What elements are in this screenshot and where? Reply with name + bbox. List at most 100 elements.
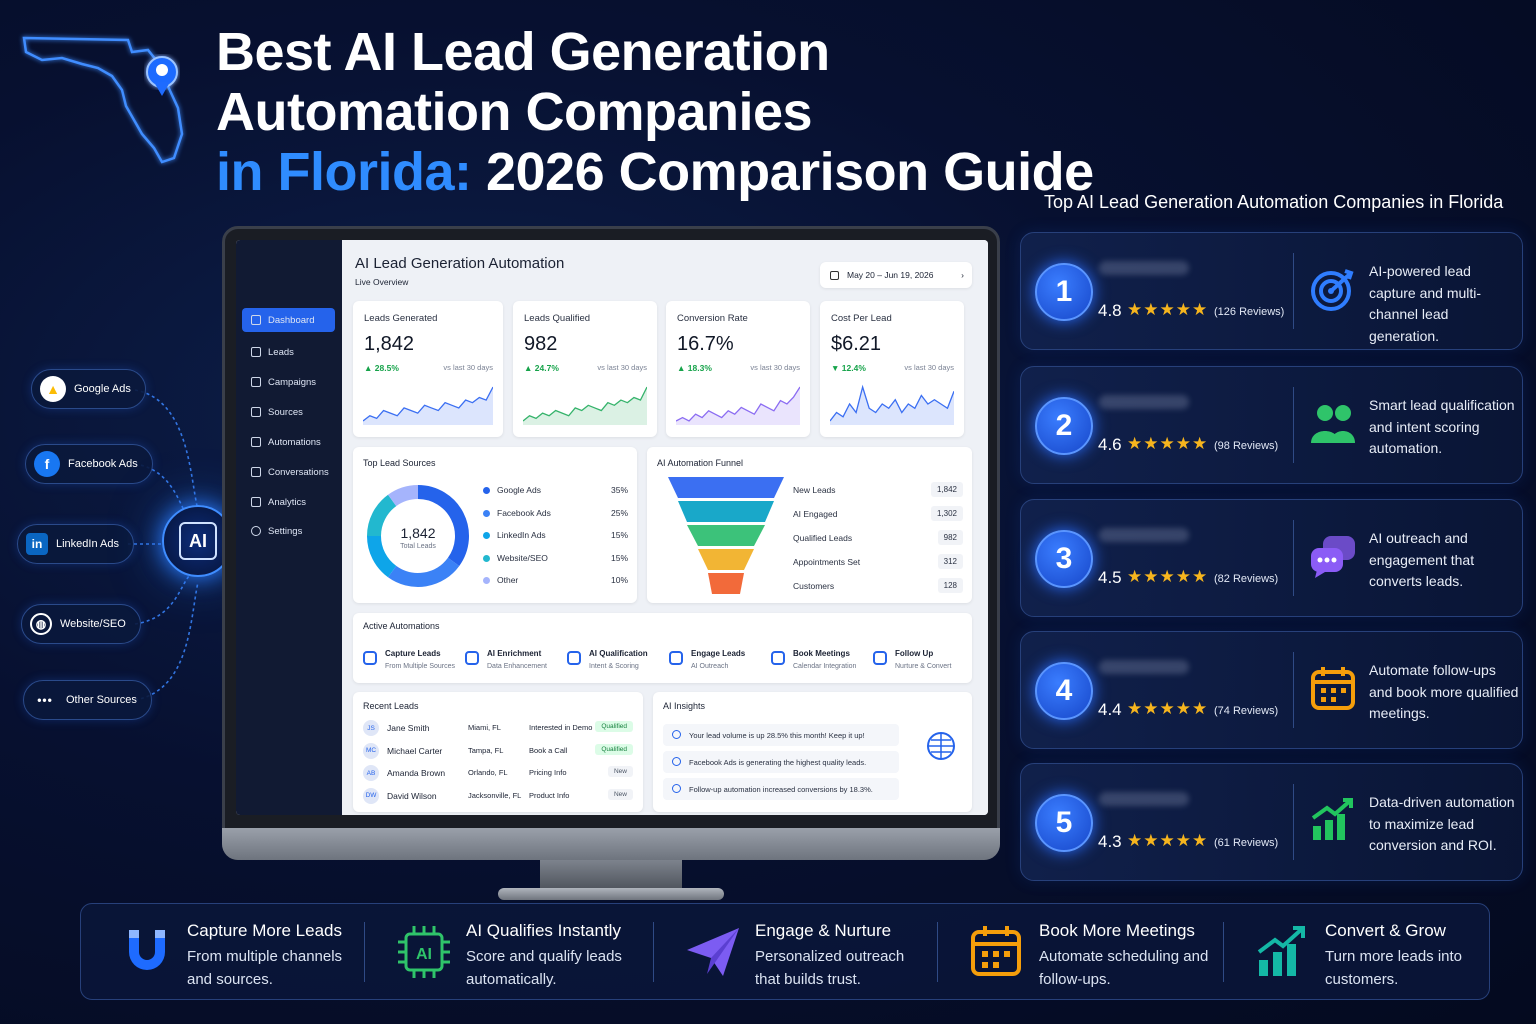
ai-hub-label: AI bbox=[189, 530, 207, 551]
card-title: Top Lead Sources bbox=[363, 458, 436, 468]
chevron-right-icon[interactable]: › bbox=[961, 270, 964, 280]
funnel-row: New Leads 1,842 bbox=[793, 482, 963, 497]
nav-label: Conversations bbox=[268, 466, 329, 478]
funnel-stage-name: New Leads bbox=[793, 485, 836, 495]
status-badge: Qualified bbox=[595, 721, 633, 732]
dashboard-screen: Dashboard Leads Campaigns Sources Automa… bbox=[236, 240, 988, 815]
table-row[interactable]: MC Michael Carter Tampa, FL Book a Call Qual… bbox=[363, 741, 633, 761]
ranking-card[interactable]: 2 4.6 ★★★★★ (98 Reviews) Smart lead qualific… bbox=[1020, 366, 1523, 484]
users-icon bbox=[1311, 405, 1355, 443]
automation-step-sub: Calendar Integration bbox=[793, 663, 857, 670]
calendar-icon bbox=[971, 926, 1021, 976]
feature-title: Convert & Grow bbox=[1325, 921, 1446, 940]
feature-description: Personalized outreach that builds trust. bbox=[755, 948, 905, 988]
table-row[interactable]: AB Amanda Brown Orlando, FL Pricing Info New bbox=[363, 763, 633, 783]
automation-step-sub: Data Enhancement bbox=[487, 663, 547, 670]
funnel-stage bbox=[708, 573, 744, 594]
divider bbox=[653, 922, 654, 982]
linkedin-icon: in bbox=[26, 533, 48, 555]
source-linkedin-ads[interactable]: in LinkedIn Ads bbox=[17, 524, 134, 564]
donut-slice bbox=[388, 557, 460, 587]
nav-settings[interactable]: Settings bbox=[242, 519, 335, 543]
card-title: AI Insights bbox=[663, 701, 706, 711]
star-rating: ★★★★★ bbox=[1127, 434, 1209, 453]
calendar-icon bbox=[830, 270, 839, 280]
source-facebook-ads[interactable]: f Facebook Ads bbox=[25, 444, 153, 484]
ranking-card[interactable]: 4 4.4 ★★★★★ (74 Reviews) Automate follow-ups… bbox=[1020, 631, 1523, 749]
automation-step[interactable]: Capture Leads From Multiple Sources bbox=[363, 649, 463, 679]
lead-name: David Wilson bbox=[387, 790, 437, 801]
feature-title: Book More Meetings bbox=[1039, 921, 1195, 940]
automation-step-icon bbox=[465, 651, 479, 665]
ranking-card[interactable]: 5 4.3 ★★★★★ (61 Reviews) Data-driven automat… bbox=[1020, 763, 1523, 881]
nav-label: Analytics bbox=[268, 496, 307, 508]
insight-item: Your lead volume is up 28.5% this month!… bbox=[663, 724, 899, 746]
kpi-compare: vs last 30 days bbox=[750, 363, 800, 372]
automation-step[interactable]: AI Qualification Intent & Scoring bbox=[567, 649, 667, 679]
automation-icon bbox=[251, 437, 261, 447]
ai-insights-card: AI Insights Your lead volume is up 28.5%… bbox=[653, 692, 972, 812]
automation-step[interactable]: Book Meetings Calendar Integration bbox=[771, 649, 871, 679]
funnel-stage-value: 312 bbox=[937, 554, 963, 569]
donut-slice bbox=[388, 485, 419, 507]
date-range-picker[interactable]: May 20 – Jun 19, 2026 › bbox=[820, 262, 972, 288]
divider bbox=[1293, 387, 1294, 463]
kpi-delta: ▲ 24.7% bbox=[524, 363, 559, 373]
kpi-sparkline bbox=[676, 386, 800, 425]
automation-step-title: Capture Leads bbox=[385, 649, 441, 658]
kpi-card: Leads Qualified 982 ▲ 24.7% vs last 30 days bbox=[513, 301, 657, 437]
funnel-stage-value: 982 bbox=[937, 530, 963, 545]
send-icon bbox=[251, 377, 261, 387]
growth-chart-icon bbox=[1257, 926, 1305, 976]
calendar-icon bbox=[1311, 667, 1355, 710]
nav-automations[interactable]: Automations bbox=[242, 430, 335, 454]
donut-total: 1,842 bbox=[400, 525, 436, 541]
legend-row: Other 10% bbox=[483, 575, 628, 585]
legend-name: Google Ads bbox=[497, 485, 541, 495]
insight-text: Follow-up automation increased conversio… bbox=[689, 784, 873, 794]
insight-text: Your lead volume is up 28.5% this month!… bbox=[689, 730, 865, 740]
ranking-card[interactable]: 3 4.5 ★★★★★ (82 Reviews) AI outreach and eng… bbox=[1020, 499, 1523, 617]
avatar: AB bbox=[363, 765, 379, 781]
automation-step[interactable]: Engage Leads AI Outreach bbox=[669, 649, 769, 679]
florida-map-icon bbox=[22, 36, 184, 164]
kpi-delta: ▲ 18.3% bbox=[677, 363, 712, 373]
status-badge: New bbox=[607, 766, 633, 777]
legend-row: LinkedIn Ads 15% bbox=[483, 530, 628, 540]
legend-name: LinkedIn Ads bbox=[497, 530, 546, 540]
feature-description: From multiple channels and sources. bbox=[187, 948, 343, 988]
lead-name: Jane Smith bbox=[387, 723, 430, 733]
title-line-2: Automation Companies bbox=[216, 82, 813, 142]
ranking-title: Top AI Lead Generation Automation Compan… bbox=[1044, 192, 1504, 212]
card-title: Active Automations bbox=[363, 621, 440, 631]
source-label: Facebook Ads bbox=[68, 458, 138, 470]
nav-analytics[interactable]: Analytics bbox=[242, 490, 335, 514]
donut-slice bbox=[367, 535, 397, 578]
nav-campaigns[interactable]: Campaigns bbox=[242, 370, 335, 394]
kpi-title: Cost Per Lead bbox=[831, 313, 892, 324]
source-other[interactable]: ••• Other Sources bbox=[23, 680, 152, 720]
divider bbox=[1293, 784, 1294, 860]
status-badge: New bbox=[607, 788, 633, 800]
review-count: (74 Reviews) bbox=[1214, 705, 1279, 717]
nav-label: Leads bbox=[268, 346, 294, 358]
nav-leads[interactable]: Leads bbox=[242, 340, 335, 364]
automation-step-sub: From Multiple Sources bbox=[385, 663, 456, 670]
source-website-seo[interactable]: ◍ Website/SEO bbox=[21, 604, 141, 644]
features-band: Capture More Leads From multiple channels… bbox=[80, 903, 1490, 1000]
insight-item: Follow-up automation increased conversio… bbox=[663, 778, 899, 800]
nav-conversations[interactable]: Conversations bbox=[242, 460, 335, 484]
legend-dot bbox=[483, 554, 490, 562]
table-row[interactable]: JS Jane Smith Miami, FL Interested in Demo Q… bbox=[363, 718, 633, 738]
sparkline-line bbox=[523, 386, 647, 422]
kpi-compare: vs last 30 days bbox=[597, 363, 647, 372]
sparkline-area bbox=[523, 387, 647, 425]
automation-step[interactable]: Follow Up Nurture & Convert bbox=[873, 649, 973, 679]
automation-step[interactable]: AI Enrichment Data Enhancement bbox=[465, 649, 565, 679]
nav-sources[interactable]: Sources bbox=[242, 400, 335, 424]
title-line-3-highlight: in Florida: bbox=[216, 142, 472, 202]
ranking-card[interactable]: 1 4.8 ★★★★★ (126 Reviews) AI-powered lead ca… bbox=[1020, 232, 1523, 350]
source-google-ads[interactable]: ▲ Google Ads bbox=[31, 369, 146, 409]
table-row[interactable]: DW David Wilson Jacksonville, FL Product In… bbox=[363, 786, 633, 806]
nav-dashboard[interactable]: Dashboard bbox=[242, 308, 335, 332]
